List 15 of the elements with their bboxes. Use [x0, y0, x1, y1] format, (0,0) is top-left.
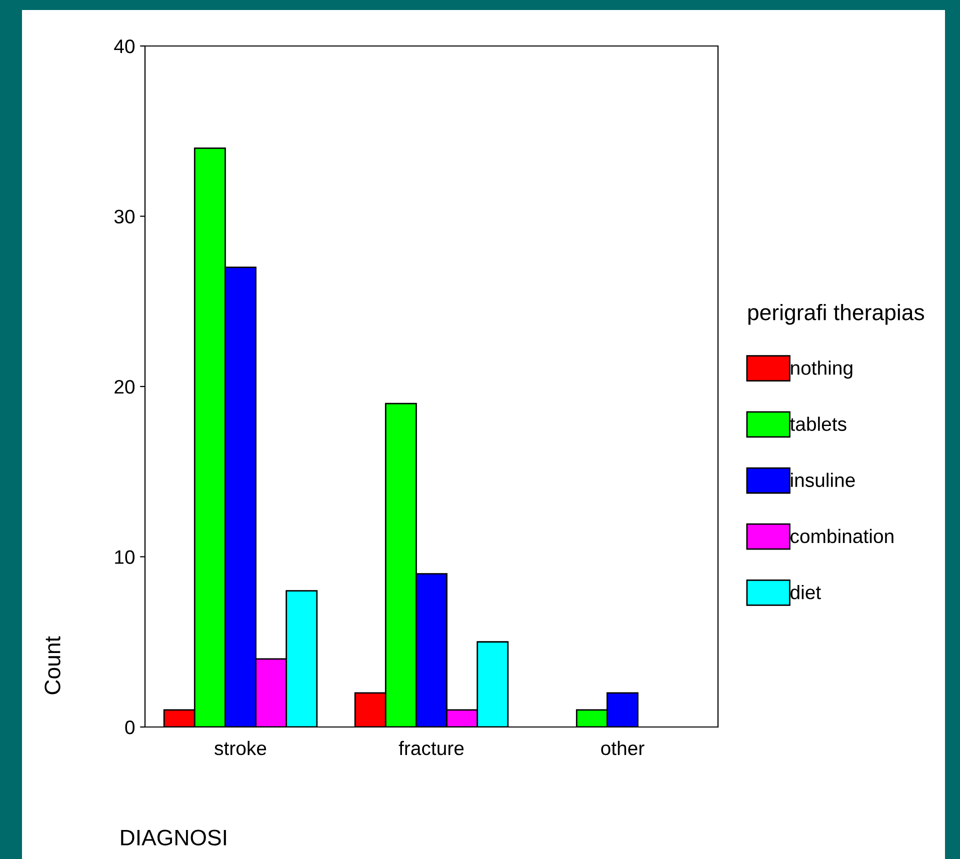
- legend-title: perigrafi therapias: [748, 304, 924, 325]
- legend-label: insuline: [791, 472, 855, 488]
- legend-label: combination: [790, 528, 894, 544]
- y-tick-label: 10: [115, 550, 135, 564]
- legend-label: diet: [790, 584, 821, 600]
- x-tick-label: stroke: [214, 740, 266, 756]
- x-axis-title: DIAGNOSI: [121, 830, 226, 846]
- legend-label: nothing: [791, 360, 852, 379]
- y-tick-label: 30: [114, 210, 135, 224]
- x-tick-label: fracture: [398, 740, 464, 756]
- y-tick-label: 40: [114, 39, 135, 54]
- x-tick-label: other: [601, 740, 644, 756]
- y-tick-label: 0: [125, 720, 135, 734]
- y-axis-title: Count: [44, 636, 60, 694]
- y-tick-label: 20: [114, 380, 135, 394]
